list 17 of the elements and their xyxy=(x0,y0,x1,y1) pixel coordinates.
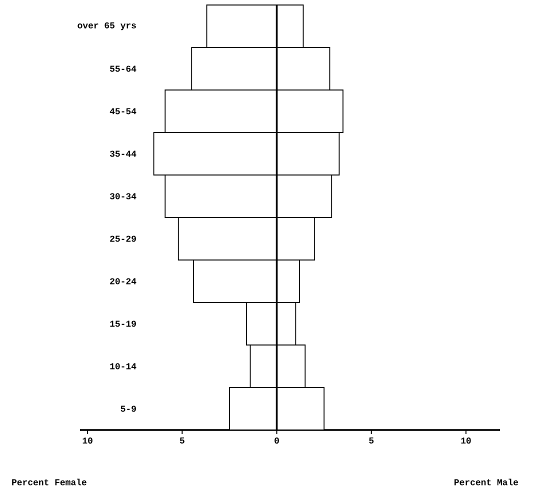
y-tick-label: 55-64 xyxy=(110,66,136,72)
y-tick-label: 35-44 xyxy=(110,150,136,157)
x-tick-label: 10 xyxy=(82,438,92,444)
x-tick-label: 0 xyxy=(274,438,279,444)
y-tick-label: 25-29 xyxy=(110,236,136,242)
x-tick-label: 10 xyxy=(461,438,471,444)
y-tick-label: 30-34 xyxy=(110,193,136,200)
x-tick-label: 5 xyxy=(180,438,184,444)
y-tick-label: 10-14 xyxy=(110,363,136,370)
y-tick-label: 5-9 xyxy=(120,406,136,412)
text: Percent Female xyxy=(12,478,86,486)
y-tick-label: 45-54 xyxy=(110,108,136,114)
y-tick-label: 20-24 xyxy=(110,278,136,284)
y-tick-label: over 65 yrs xyxy=(78,22,136,30)
y-tick-label: 15-19 xyxy=(110,320,136,327)
x-tick-label: 5 xyxy=(369,438,374,444)
text: Percent Male xyxy=(454,478,518,486)
